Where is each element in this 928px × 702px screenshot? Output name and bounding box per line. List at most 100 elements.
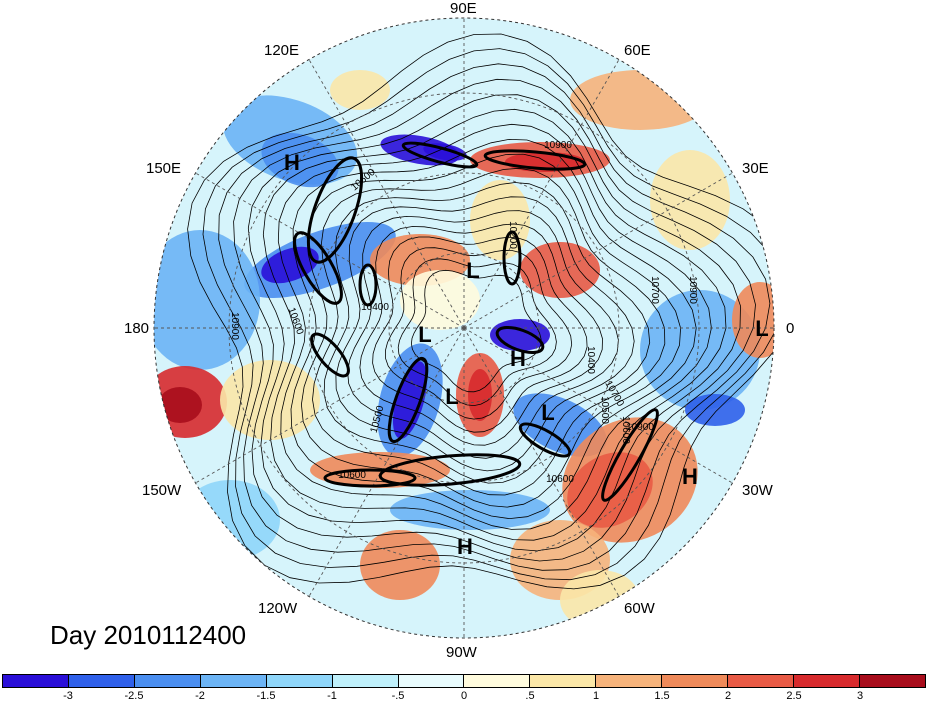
contour-value-label: 10900	[229, 312, 240, 340]
contour-value-label: 10700	[649, 276, 660, 304]
meridian-line	[463, 172, 733, 329]
height-contour	[359, 223, 603, 446]
colorbar-segment	[859, 675, 925, 687]
anomaly-blob	[330, 70, 390, 110]
contour-value-label: 10500	[599, 396, 610, 424]
anomaly-blob	[158, 387, 202, 423]
anomaly-blob	[732, 282, 774, 358]
colorbar-segment	[530, 675, 597, 687]
contour-value-label: 10900	[687, 276, 698, 304]
lat-lon-grid	[154, 18, 774, 638]
jet-streak	[601, 408, 659, 502]
colorbar-segment	[3, 675, 69, 687]
jet-stream-contours	[293, 141, 659, 502]
colorbar-tick-label: -3	[63, 690, 73, 702]
anomaly-blob	[360, 530, 440, 600]
jet-streak	[358, 263, 378, 307]
colorbar-segment	[134, 675, 201, 687]
pressure-center-label: H	[284, 150, 300, 175]
colorbar-segment	[596, 675, 663, 687]
colorbar-segment	[464, 675, 531, 687]
lon-label-120e: 120E	[264, 42, 300, 59]
colorbar	[2, 674, 926, 688]
colorbar-tick-label: 1.5	[654, 690, 670, 702]
anomaly-blob	[400, 270, 480, 330]
colorbar-segment	[332, 675, 399, 687]
colorbar-tick-label: -2.5	[124, 690, 144, 702]
pressure-center-label: H	[682, 464, 698, 489]
colorbar-tick-label: .5	[525, 690, 535, 702]
anomaly-blob	[468, 369, 492, 421]
lon-label-180: 180	[124, 320, 150, 337]
colorbar-segment	[266, 675, 333, 687]
contour-value-label: 10400	[585, 346, 596, 374]
lon-label-120w: 120W	[258, 600, 298, 617]
contour-value-label: 10600	[620, 416, 631, 444]
lon-label-60e: 60E	[624, 42, 651, 59]
jet-streak	[293, 231, 343, 305]
lon-label-90w: 90W	[446, 644, 477, 661]
contour-value-label: 10600	[546, 474, 574, 485]
colorbar-tick-label: 1	[592, 690, 600, 702]
colorbar-tick-label: 3	[856, 690, 864, 702]
meridian-line	[463, 59, 620, 329]
contour-value-label: 10900	[626, 422, 654, 433]
contour-value-label: 10200	[507, 221, 518, 249]
colorbar-segment	[728, 675, 795, 687]
anomaly-blob	[520, 242, 600, 298]
colorbar-segment	[398, 675, 465, 687]
pressure-center-label: L	[466, 258, 479, 283]
day-title: Day 2010112400	[50, 620, 247, 650]
meridian-line	[195, 172, 465, 329]
pressure-center-label: L	[755, 316, 768, 341]
anomaly-blob	[685, 394, 745, 426]
pressure-center-label: H	[457, 534, 473, 559]
height-contour	[397, 258, 557, 407]
height-contour	[300, 153, 682, 508]
contour-value-label: 10600	[338, 470, 366, 481]
colorbar-segment	[794, 675, 860, 687]
colorbar-segment	[68, 675, 135, 687]
jet-streak	[378, 453, 522, 487]
lon-label-150e: 150E	[146, 160, 182, 177]
lon-label-90e: 90E	[450, 0, 477, 17]
contour-value-label: 10400	[361, 302, 389, 313]
jet-streak	[502, 230, 522, 286]
jet-streak	[401, 141, 479, 169]
anomaly-blob	[640, 290, 760, 410]
pressure-center-markers: H L L H L L L H H	[284, 150, 769, 559]
height-contour	[187, 33, 774, 590]
anomaly-blob	[470, 180, 530, 260]
jet-streak	[483, 149, 587, 171]
jet-streak	[518, 422, 572, 458]
jet-streak	[323, 468, 417, 488]
pressure-center-label: L	[541, 400, 554, 425]
colorbar-tick-label: -2	[195, 690, 205, 702]
colorbar-segment	[200, 675, 267, 687]
meridian-line	[463, 327, 620, 597]
pressure-center-label: H	[510, 346, 526, 371]
latitude-circle	[308, 172, 620, 484]
jet-streak	[387, 356, 429, 444]
map-border	[153, 17, 775, 639]
anomaly-blob	[390, 490, 550, 530]
colorbar-tick-label: 2	[724, 690, 732, 702]
colorbar-tick-label: -1	[327, 690, 337, 702]
meridian-line	[308, 327, 465, 597]
colorbar-tick-label: -1.5	[256, 690, 276, 702]
lon-label-150w: 150W	[142, 482, 182, 499]
colorbar-tick-label: -.5	[391, 690, 405, 702]
lon-label-30e: 30E	[742, 160, 769, 177]
lon-label-0: 0	[786, 320, 795, 337]
colorbar-segment	[662, 675, 729, 687]
height-contour	[323, 182, 651, 484]
anomaly-blob	[180, 480, 280, 560]
contour-value-label: 10900	[544, 140, 572, 151]
jet-streak	[495, 326, 545, 354]
anomaly-blob	[570, 70, 710, 130]
height-contour	[218, 63, 771, 571]
colorbar-tick-label: 0	[460, 690, 468, 702]
colorbar-tick-label: 2.5	[786, 690, 802, 702]
meridian-line	[195, 327, 465, 484]
